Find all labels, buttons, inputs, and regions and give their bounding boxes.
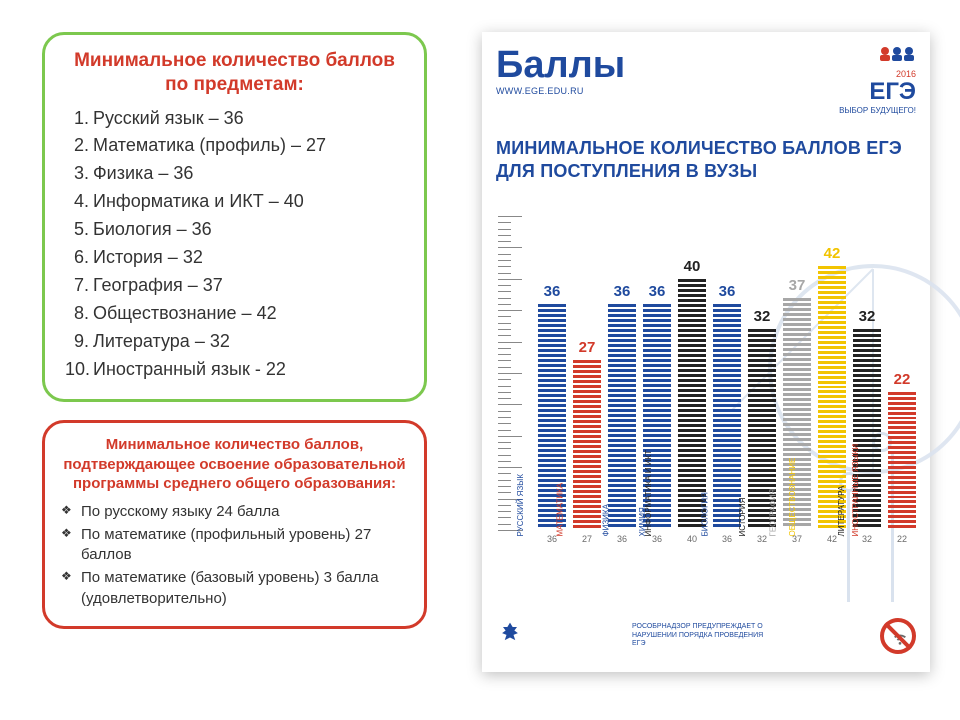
list-item: География – 37 (65, 272, 404, 300)
passing-scores-panel: Минимальное количество баллов, подтвержд… (42, 420, 427, 629)
list-item: По русскому языку 24 балла (61, 502, 408, 522)
bar-value: 32 (754, 308, 771, 325)
list-item: По математике (профильный уровень) 27 ба… (61, 525, 408, 566)
bar-label: ФИЗИКА (601, 504, 610, 536)
chart-xlabels: РУССКИЙ ЯЗЫКМАТЕМАТИКАФИЗИКАХИМИЯИНФОРМА… (538, 530, 916, 576)
poster-card: Баллы WWW.EGE.EDU.RU 2016 ЕГЭ ВЫБОР (482, 32, 930, 672)
no-phone-icon (880, 618, 916, 654)
bar-label: ИНФОРМАТИКА И ИКТ (644, 450, 653, 537)
footer-text: РОСОБРНАДЗОР ПРЕДУПРЕЖДАЕТ О НАРУШЕНИИ П… (632, 623, 772, 648)
passing-scores-list: По русскому языку 24 балла По математике… (61, 502, 408, 609)
bar-value: 36 (719, 283, 736, 300)
poster-subtitle: МИНИМАЛЬНОЕ КОЛИЧЕСТВО БАЛЛОВ ЕГЭ ДЛЯ ПО… (496, 137, 916, 182)
eagle-icon (496, 620, 524, 653)
list-item: Математика (профиль) – 27 (65, 132, 404, 160)
logo-text: ЕГЭ (839, 80, 916, 104)
bar-value: 37 (789, 277, 806, 294)
poster-brand: Баллы (496, 46, 625, 84)
bar-label: МАТЕМАТИКА (556, 483, 565, 537)
bar-label: ИСТОРИЯ (738, 498, 747, 537)
bar-label: БИОЛОГИЯ (700, 492, 709, 536)
list-item: Информатика и ИКТ – 40 (65, 188, 404, 216)
min-scores-list: Русский язык – 36 Математика (профиль) –… (65, 105, 404, 384)
list-item: Литература – 32 (65, 328, 404, 356)
bar-label: ИНОСТРАННЫЕ ЯЗЫКИ (851, 444, 860, 537)
bar-value: 36 (544, 283, 561, 300)
list-item: Физика – 36 (65, 160, 404, 188)
bar (713, 304, 741, 530)
bar-label: РУССКИЙ ЯЗЫК (516, 474, 525, 537)
poster-header: Баллы WWW.EGE.EDU.RU 2016 ЕГЭ ВЫБОР (496, 46, 916, 115)
logo-tagline: ВЫБОР БУДУЩЕГО! (839, 106, 916, 115)
bar-value: 40 (684, 258, 701, 275)
bar-column: 27 (573, 339, 601, 530)
bar-column: 36 (713, 283, 741, 530)
bar-label: ГЕОГРАФИЯ (769, 489, 778, 537)
bar-value: 36 (649, 283, 666, 300)
bar-column: 36 (608, 283, 636, 530)
bar-value: 32 (859, 308, 876, 325)
bar (888, 392, 916, 530)
list-item: По математике (базовый уровень) 3 балла … (61, 568, 408, 609)
list-item: История – 32 (65, 244, 404, 272)
bar-label: ОБЩЕСТВОЗНАНИЕ (788, 458, 797, 537)
bar-column: 22 (888, 371, 916, 530)
bar (608, 304, 636, 530)
list-item: Обществознание – 42 (65, 300, 404, 328)
min-scores-title: Минимальное количество баллов по предмет… (65, 49, 404, 97)
poster-footer: РОСОБРНАДЗОР ПРЕДУПРЕЖДАЕТ О НАРУШЕНИИ П… (496, 614, 916, 658)
ege-logo: 2016 ЕГЭ ВЫБОР БУДУЩЕГО! (839, 46, 916, 115)
list-item: Биология – 36 (65, 216, 404, 244)
people-icon (839, 46, 916, 67)
bar-value: 27 (579, 339, 596, 356)
bar-value: 42 (824, 245, 841, 262)
list-item: Русский язык – 36 (65, 105, 404, 133)
poster-url: WWW.EGE.EDU.RU (496, 86, 625, 96)
bar-column: 40 (678, 258, 706, 530)
bar-value: 22 (894, 371, 911, 388)
bar (573, 360, 601, 530)
bar-value: 36 (614, 283, 631, 300)
bar-chart: 3627363640363237423222 36273636403632374… (496, 216, 916, 576)
list-item: Иностранный язык - 22 (65, 356, 404, 384)
min-scores-panel: Минимальное количество баллов по предмет… (42, 32, 427, 402)
bar-label: ЛИТЕРАТУРА (837, 486, 846, 537)
passing-scores-title: Минимальное количество баллов, подтвержд… (61, 435, 408, 494)
